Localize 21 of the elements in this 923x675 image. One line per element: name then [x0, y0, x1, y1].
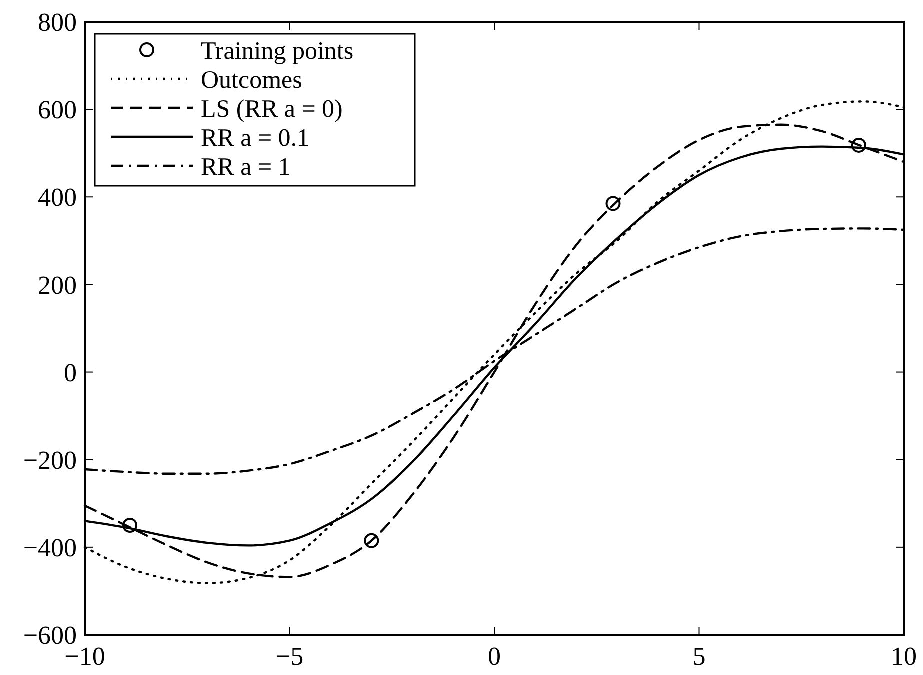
legend-label: Training points	[201, 38, 354, 65]
x-tick-label: −5	[276, 642, 304, 671]
y-tick-label: 400	[38, 183, 77, 212]
point	[851, 138, 866, 153]
y-tick-label: 0	[64, 358, 77, 388]
y-tick-label: 200	[38, 270, 77, 300]
legend-label: LS (RR a = 0)	[201, 96, 343, 123]
legend-label: Outcomes	[201, 66, 302, 94]
x-tick-label: 10	[891, 642, 917, 671]
y-tick-label: −400	[23, 534, 77, 563]
point	[606, 196, 621, 212]
point	[122, 518, 138, 534]
y-tick-label: −200	[23, 446, 77, 475]
y-tick-label: −600	[23, 621, 77, 650]
legend-label: RR a = 0.1	[201, 124, 310, 152]
legend-label: RR a = 1	[201, 154, 291, 181]
point	[364, 533, 380, 548]
x-tick-label: 0	[488, 642, 501, 671]
x-tick-label: 5	[692, 642, 706, 671]
y-tick-label: 600	[38, 96, 77, 125]
y-tick-label: 800	[38, 8, 77, 38]
